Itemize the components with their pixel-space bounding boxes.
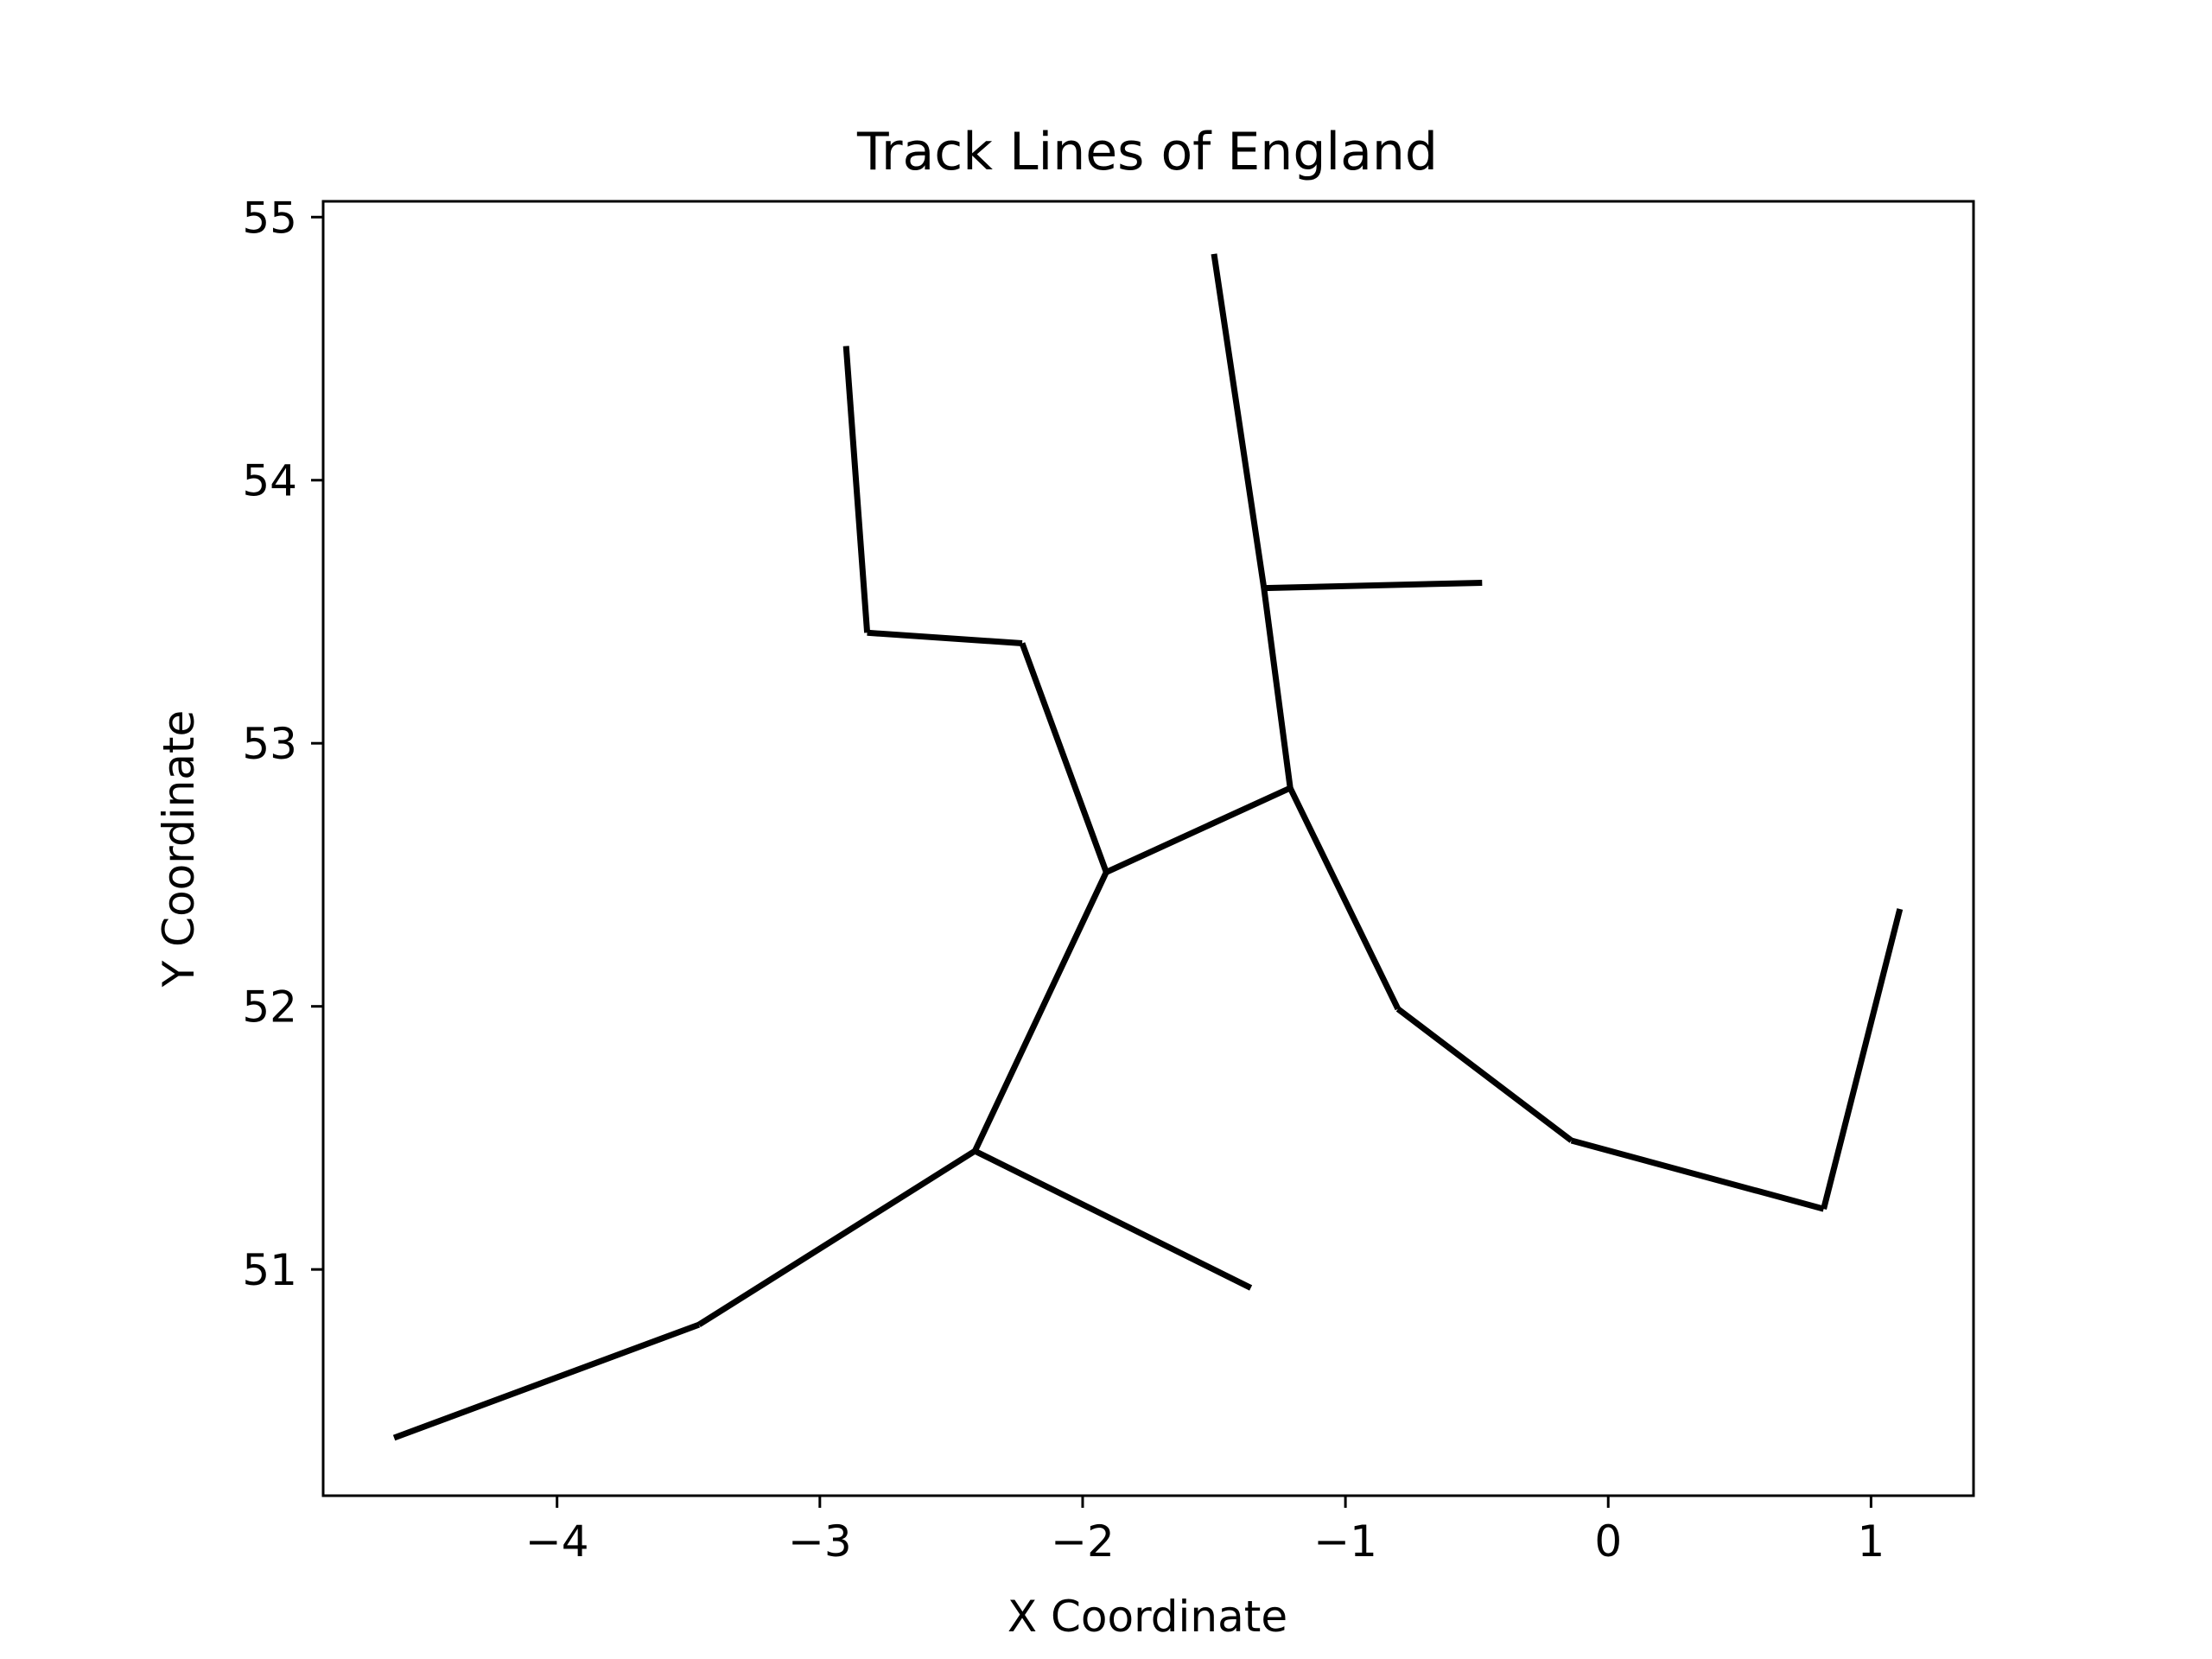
y-tick-label: 52	[242, 982, 297, 1033]
track-line-segment-10	[1211, 253, 1268, 589]
x-tick-label: −1	[1313, 1516, 1377, 1567]
track-line-segment-12	[1287, 786, 1402, 1011]
track-line-segment-11	[1263, 580, 1483, 592]
x-tick-label: −3	[788, 1516, 852, 1567]
y-tick-label: 53	[242, 719, 297, 769]
track-line-segment-3	[973, 1147, 1253, 1291]
y-tick-label: 55	[242, 193, 297, 243]
track-line-segment-4	[972, 870, 1109, 1153]
track-line-segment-5	[1019, 642, 1109, 874]
x-tick-label: 1	[1857, 1516, 1885, 1567]
y-tick-label: 54	[242, 456, 297, 506]
x-tick-label: −4	[525, 1516, 589, 1567]
y-axis-ticks: 51 52 53 54 55	[242, 193, 323, 1295]
x-axis-ticks: −4 −3 −2 −1 0 1	[525, 1496, 1885, 1567]
track-line-segment-13	[1395, 1006, 1573, 1143]
plot-frame	[321, 200, 1975, 1497]
track-line-segment-8	[1104, 785, 1292, 875]
track-line-segment-9	[1261, 588, 1294, 789]
x-axis-label: X Coordinate	[1007, 1592, 1287, 1642]
track-lines	[392, 253, 1904, 1441]
y-tick-label: 51	[242, 1245, 297, 1295]
x-tick-label: 0	[1594, 1516, 1622, 1567]
chart-title: Track Lines of England	[856, 122, 1438, 182]
y-axis-label: Y Coordinate	[154, 710, 204, 988]
track-line-segment-15	[1821, 908, 1904, 1210]
track-line-segment-6	[867, 629, 1023, 646]
track-line-segment-1	[392, 1321, 701, 1441]
track-line-segment-7	[842, 346, 871, 633]
track-line-segment-2	[697, 1148, 977, 1328]
track-line-segment-14	[1570, 1137, 1825, 1212]
x-tick-label: −2	[1051, 1516, 1115, 1567]
